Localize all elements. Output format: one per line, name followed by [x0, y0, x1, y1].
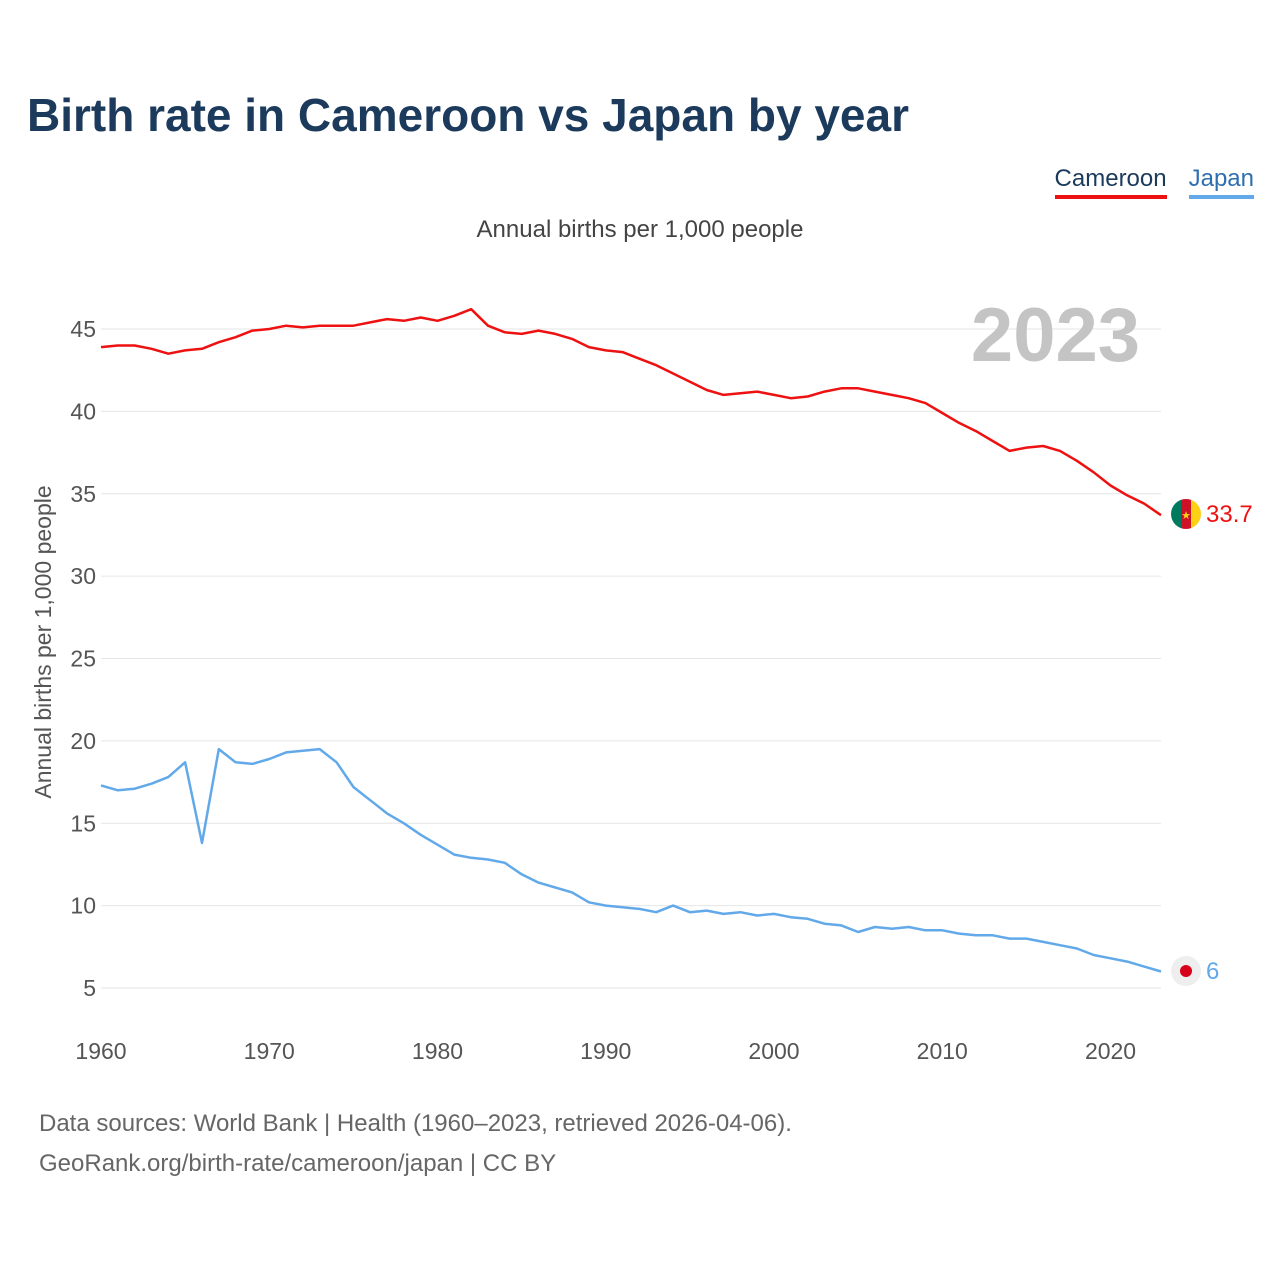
x-tick-label: 1960: [75, 1038, 126, 1064]
x-tick-label: 2020: [1085, 1038, 1136, 1064]
attribution-link[interactable]: GeoRank.org/birth-rate/cameroon/japan | …: [39, 1150, 557, 1177]
x-tick-label: 1970: [244, 1038, 295, 1064]
cameroon-end-value: 33.7: [1206, 501, 1253, 528]
x-tick-label: 2000: [748, 1038, 799, 1064]
chart-title: Birth rate in Cameroon vs Japan by year: [27, 89, 909, 141]
grid-lines: [101, 328, 1161, 989]
data-source-text: Data sources: World Bank | Health (1960–…: [39, 1110, 792, 1137]
year-watermark: 2023: [971, 293, 1140, 378]
y-tick-label: 40: [70, 398, 96, 424]
x-tick-label: 2010: [917, 1038, 968, 1064]
legend-item-japan[interactable]: Japan: [1188, 165, 1254, 199]
legend-item-cameroon[interactable]: Cameroon: [1054, 165, 1167, 199]
y-axis-label: Annual births per 1,000 people: [30, 485, 56, 798]
series-lines: [100, 307, 1162, 973]
svg-text:★: ★: [1181, 509, 1191, 522]
japan-end-value: 6: [1206, 958, 1219, 985]
y-tick-label: 15: [70, 810, 96, 836]
y-axis-ticks: 5 10 15 20 25 30 35 40 45: [70, 316, 96, 1001]
end-markers: ★ 33.7 6: [1171, 499, 1253, 986]
series-line-japan: [100, 747, 1162, 973]
y-tick-label: 5: [83, 975, 96, 1001]
y-tick-label: 35: [70, 481, 96, 507]
x-tick-label: 1980: [412, 1038, 463, 1064]
x-axis-ticks: 1960 1970 1980 1990 2000 2010 2020: [75, 1038, 1136, 1064]
x-tick-label: 1990: [580, 1038, 631, 1064]
y-tick-label: 30: [70, 563, 96, 589]
japan-flag-icon: [1171, 956, 1201, 986]
chart-subtitle: Annual births per 1,000 people: [476, 216, 804, 243]
series-line-cameroon: [100, 307, 1162, 517]
y-tick-label: 10: [70, 893, 96, 919]
y-tick-label: 20: [70, 728, 96, 754]
footer: Data sources: World Bank | Health (1960–…: [39, 1104, 792, 1184]
legend: Cameroon Japan: [1054, 165, 1254, 199]
cameroon-flag-icon: ★: [1171, 499, 1201, 529]
y-tick-label: 25: [70, 646, 96, 672]
y-tick-label: 45: [70, 316, 96, 342]
